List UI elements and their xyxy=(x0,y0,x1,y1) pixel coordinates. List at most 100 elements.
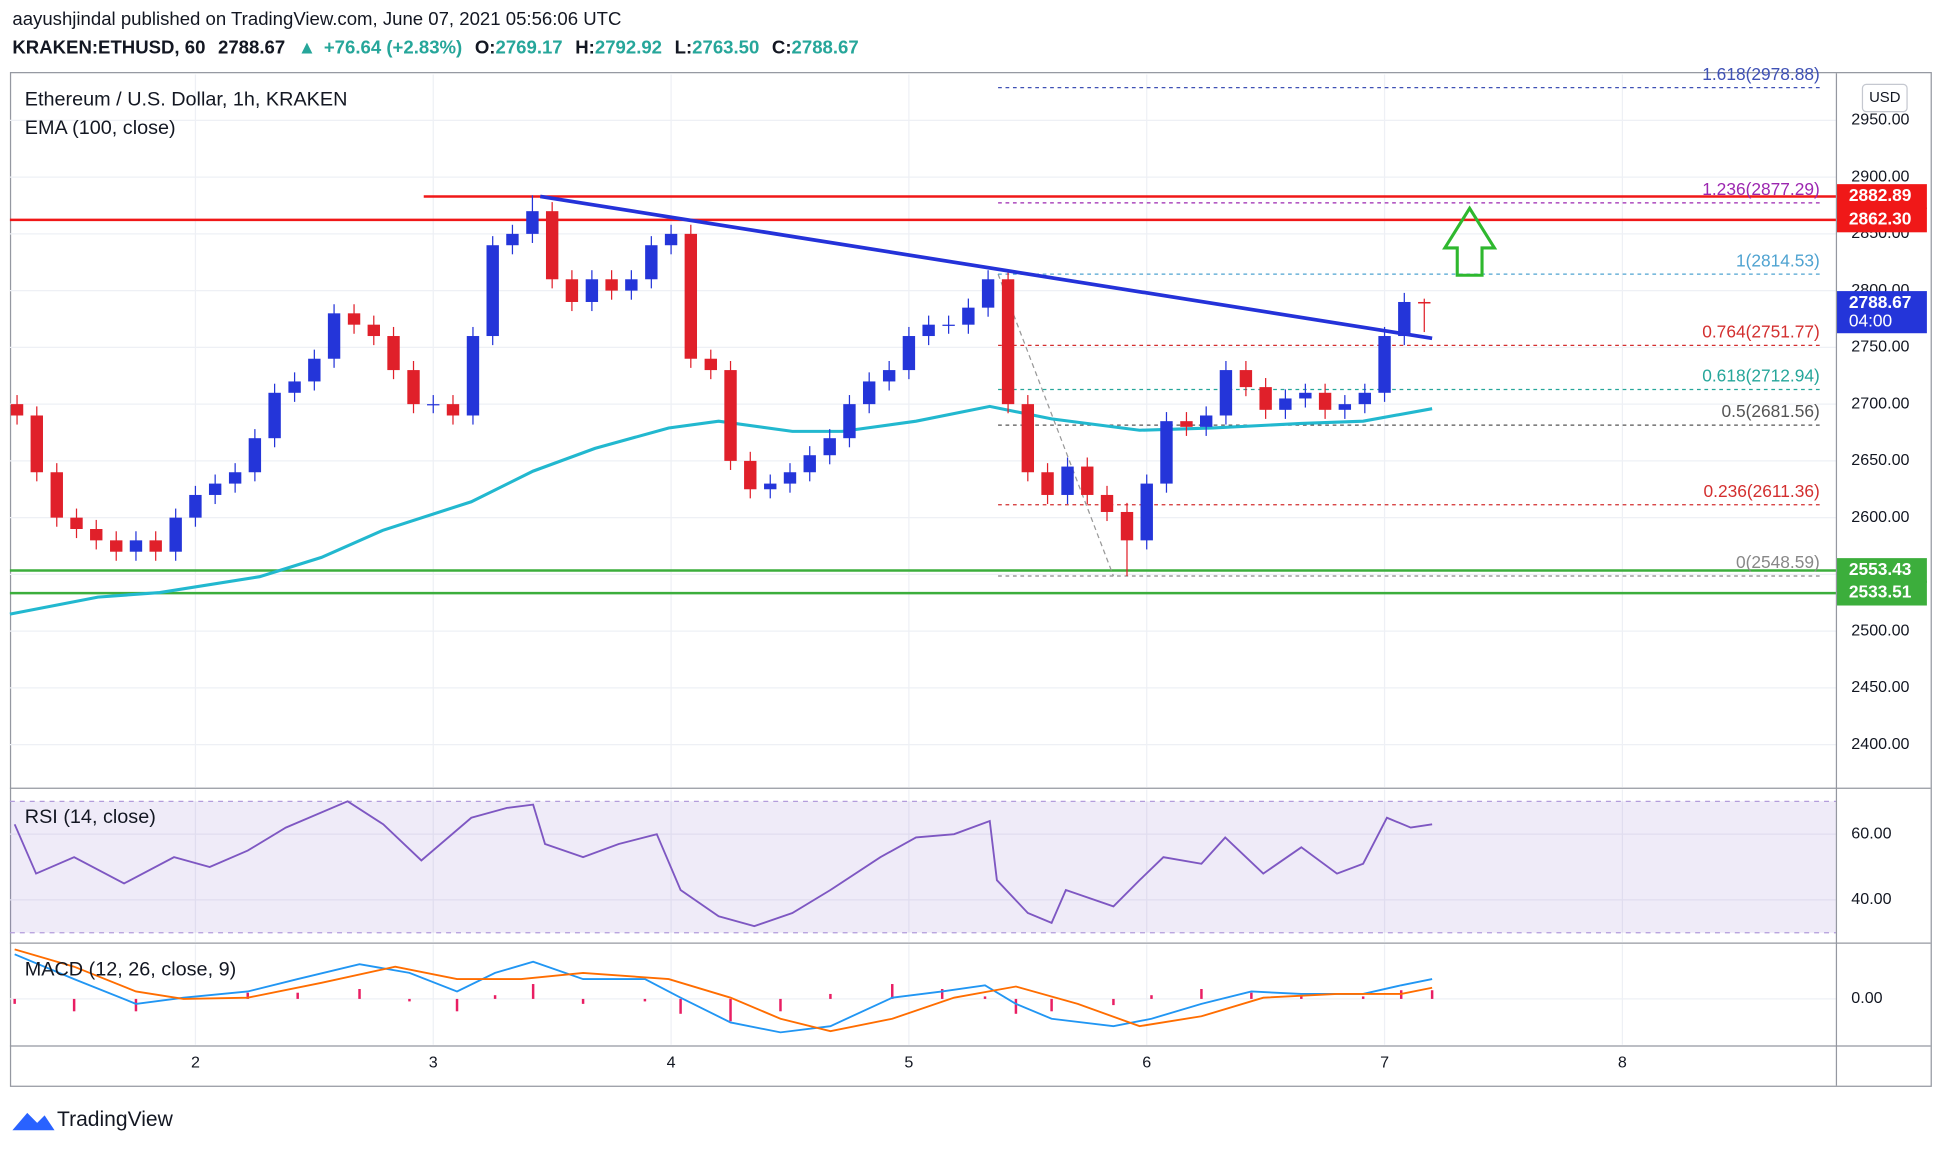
up-arrow xyxy=(1442,205,1498,277)
logo-text: TradingView xyxy=(57,1108,174,1131)
candle-body xyxy=(803,455,816,473)
candle-body xyxy=(1338,404,1352,410)
ohlc-2-key: L: xyxy=(675,36,693,57)
candle-body xyxy=(605,279,618,291)
candle-body xyxy=(1358,392,1372,405)
candle-body xyxy=(486,245,499,337)
candle-body xyxy=(347,313,361,325)
candle-body xyxy=(1378,336,1391,393)
ohlc-1-key: H: xyxy=(575,36,595,57)
price-countdown: 04:00 xyxy=(1849,311,1892,331)
y-tick-label: 2950.00 xyxy=(1851,111,1909,129)
histogram-bar xyxy=(1200,988,1203,999)
candle-body xyxy=(70,517,83,530)
histogram-bar xyxy=(940,988,944,999)
candle-body xyxy=(268,392,281,439)
header-line: KRAKEN:ETHUSD, 60 2788.67 ▲ +76.64 (+2.8… xyxy=(12,36,858,57)
candle-body xyxy=(783,472,797,484)
candle-body xyxy=(446,404,460,416)
candle-body xyxy=(526,211,539,234)
ohlc-0: 2769.17 xyxy=(495,36,562,57)
candle-body xyxy=(1318,392,1332,410)
x-tick-label: 2 xyxy=(191,1054,200,1072)
histogram-bar xyxy=(358,988,361,999)
price-label: 2788.67 xyxy=(1849,292,1912,312)
macd-line xyxy=(14,953,1433,1034)
price-label-box xyxy=(1836,207,1927,233)
candle-body xyxy=(466,336,480,416)
logo-icon xyxy=(12,1112,55,1131)
candle-body xyxy=(110,540,123,552)
candle-body xyxy=(288,381,301,393)
currency-box[interactable] xyxy=(1861,83,1908,113)
price-label: 2882.89 xyxy=(1849,185,1912,205)
histogram-bar xyxy=(1361,996,1365,999)
y-tick-label: 2700.00 xyxy=(1851,394,1909,412)
candle-body xyxy=(129,540,143,552)
fib-label: 1(2814.53) xyxy=(1736,250,1820,270)
candle-body xyxy=(902,336,916,371)
ohlc-2: 2763.50 xyxy=(692,36,759,57)
x-tick-label: 7 xyxy=(1380,1054,1389,1072)
chart-title: Ethereum / U.S. Dollar, 1h, KRAKEN xyxy=(25,89,348,111)
fib-label: 0(2548.59) xyxy=(1736,552,1820,572)
signal-line xyxy=(14,948,1433,1033)
candle-body xyxy=(545,211,559,280)
candle-body xyxy=(228,472,242,484)
candle-body xyxy=(407,370,420,405)
histogram-bar xyxy=(1050,998,1053,1012)
candle-body xyxy=(922,324,935,337)
histogram-bar xyxy=(643,998,647,1002)
candle-body xyxy=(664,233,678,246)
histogram-bar xyxy=(1300,995,1303,999)
fib-label: 1.618(2978.88) xyxy=(1702,64,1820,84)
histogram-bar xyxy=(493,995,497,999)
candle-body xyxy=(149,540,162,552)
ema-legend: EMA (100, close) xyxy=(25,117,176,139)
histogram-bar xyxy=(891,984,894,999)
candle-body xyxy=(862,381,876,405)
ohlc-0-key: O: xyxy=(475,36,496,57)
candle-body xyxy=(10,404,24,416)
price-label-box xyxy=(1836,558,1927,583)
candle-body xyxy=(823,438,836,456)
logo[interactable]: TradingView xyxy=(12,1108,174,1131)
candle-body xyxy=(1199,415,1213,427)
candle-body xyxy=(764,483,777,490)
candle-body xyxy=(1001,279,1015,405)
histogram-bar xyxy=(1150,995,1153,999)
histogram-bar xyxy=(829,993,832,999)
change-arrow: ▲ xyxy=(298,36,316,57)
price-label-box xyxy=(1836,580,1927,606)
trendline xyxy=(539,194,1433,341)
fib-label: 1.236(2877.29) xyxy=(1702,179,1820,199)
candle-body xyxy=(1239,370,1253,388)
histogram-bar xyxy=(13,998,16,1004)
symbol: KRAKEN:ETHUSD, 60 xyxy=(12,36,205,57)
y-tick-label: 0.00 xyxy=(1851,989,1882,1007)
candle-body xyxy=(1418,301,1431,304)
y-tick-label: 60.00 xyxy=(1851,824,1891,842)
candle-body xyxy=(1398,301,1411,337)
histogram-bar xyxy=(679,998,682,1014)
histogram-bar xyxy=(408,998,411,1002)
candle-body xyxy=(684,233,698,359)
price-label: 2533.51 xyxy=(1849,582,1912,602)
y-tick-label: 40.00 xyxy=(1851,890,1891,908)
candle-body xyxy=(1219,370,1233,416)
y-tick-label: 2500.00 xyxy=(1851,621,1909,639)
candle-body xyxy=(50,472,63,518)
publisher: aayushjindal published on TradingView.co… xyxy=(12,8,621,29)
candle-body xyxy=(744,460,757,490)
histogram-bar xyxy=(531,984,535,999)
candle-body xyxy=(565,279,579,302)
last: 2788.67 xyxy=(218,36,285,57)
y-tick-label: 2450.00 xyxy=(1851,678,1909,696)
candle-body xyxy=(1259,387,1272,410)
fib-label: 0.236(2611.36) xyxy=(1704,481,1820,501)
price-label-box xyxy=(1836,184,1927,209)
histogram-bar xyxy=(455,998,459,1012)
candle-body xyxy=(1120,511,1134,541)
candle-body xyxy=(1100,494,1114,512)
